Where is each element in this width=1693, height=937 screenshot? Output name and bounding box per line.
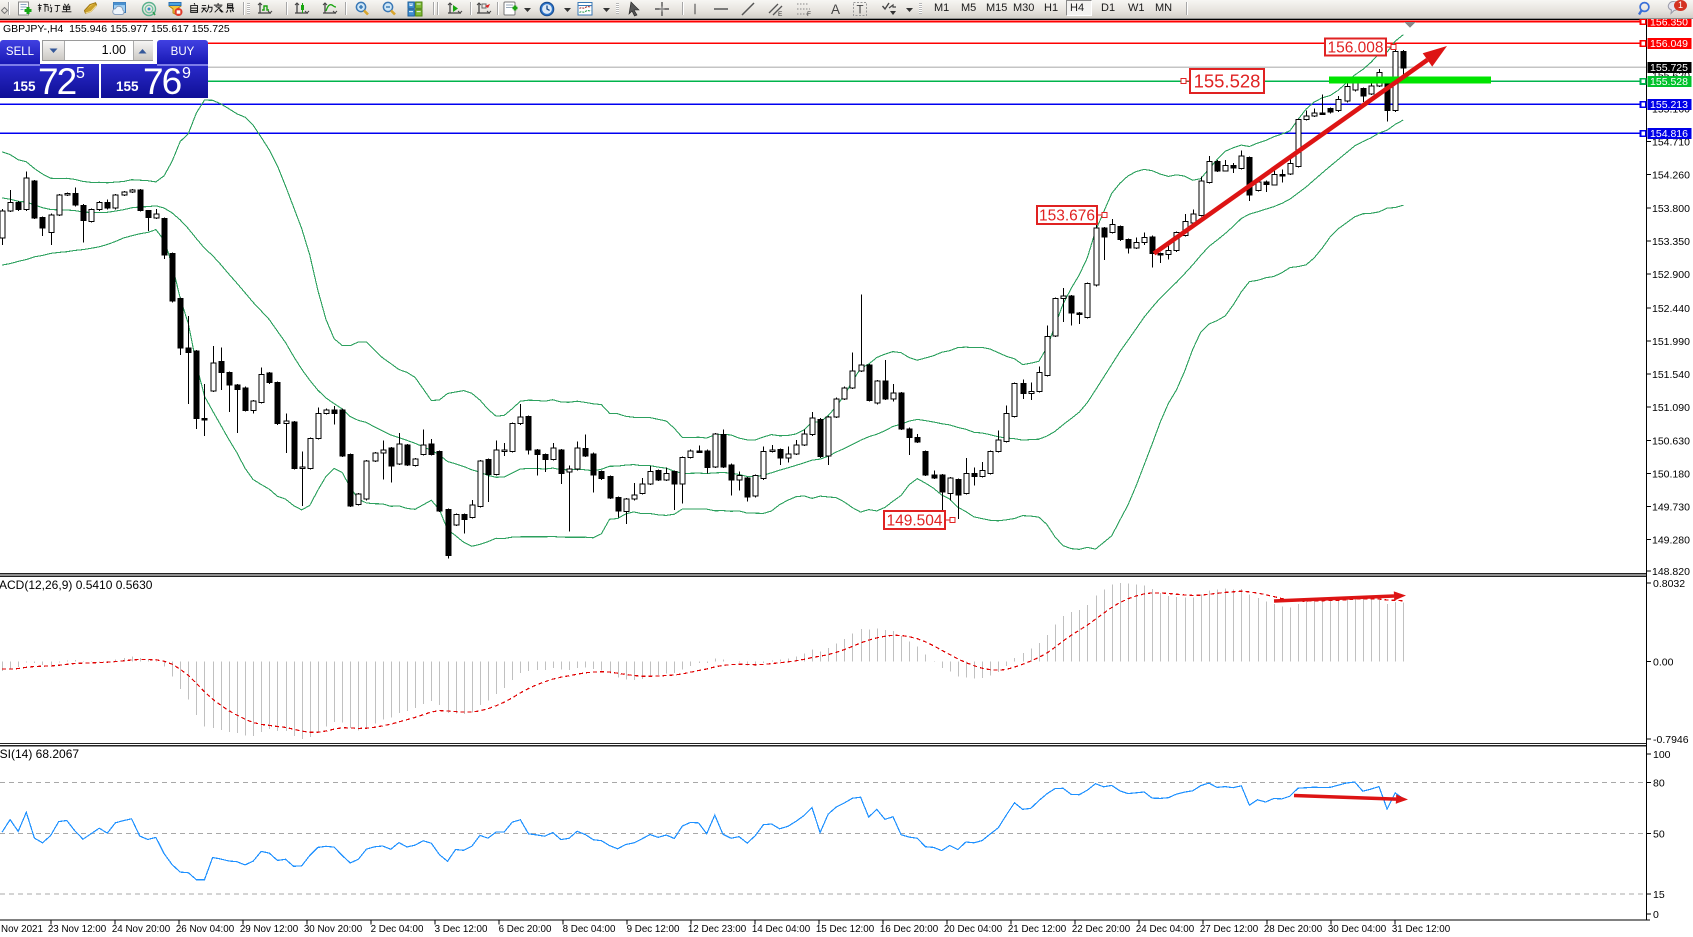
svg-text:156.008: 156.008	[1327, 40, 1383, 57]
svg-text:153.676: 153.676	[1039, 208, 1095, 225]
svg-text:151.990: 151.990	[1652, 336, 1690, 348]
svg-text:15 Dec 12:00: 15 Dec 12:00	[816, 924, 875, 935]
svg-text:153.800: 153.800	[1652, 203, 1690, 215]
svg-text:27 Dec 12:00: 27 Dec 12:00	[1200, 924, 1259, 935]
svg-text:16 Dec 20:00: 16 Dec 20:00	[880, 924, 939, 935]
svg-text:151.540: 151.540	[1652, 369, 1690, 381]
svg-text:0: 0	[1653, 909, 1659, 921]
svg-text:8 Dec 04:00: 8 Dec 04:00	[563, 924, 616, 935]
svg-text:20 Dec 04:00: 20 Dec 04:00	[944, 924, 1003, 935]
svg-text:155.213: 155.213	[1650, 99, 1688, 111]
svg-text:154.260: 154.260	[1652, 170, 1690, 182]
svg-text:2 Dec 04:00: 2 Dec 04:00	[371, 924, 424, 935]
svg-text:28 Dec 20:00: 28 Dec 20:00	[1264, 924, 1323, 935]
svg-text:151.090: 151.090	[1652, 402, 1690, 414]
svg-text:12 Dec 23:00: 12 Dec 23:00	[688, 924, 747, 935]
svg-text:155.528: 155.528	[1650, 76, 1688, 88]
svg-text:9 Dec 12:00: 9 Dec 12:00	[627, 924, 680, 935]
svg-text:149.504: 149.504	[886, 513, 942, 530]
svg-text:15: 15	[1653, 889, 1665, 901]
svg-text:149.280: 149.280	[1652, 535, 1690, 547]
svg-text:E: E	[778, 11, 783, 17]
svg-text:154.710: 154.710	[1652, 137, 1690, 149]
svg-text:Nov 2021: Nov 2021	[1, 924, 43, 935]
svg-text:150.180: 150.180	[1652, 469, 1690, 481]
svg-text:29 Nov 12:00: 29 Nov 12:00	[240, 924, 299, 935]
svg-text:156.049: 156.049	[1650, 38, 1688, 50]
svg-text:24 Dec 04:00: 24 Dec 04:00	[1136, 924, 1195, 935]
svg-text:6 Dec 20:00: 6 Dec 20:00	[499, 924, 552, 935]
svg-text:153.350: 153.350	[1652, 236, 1690, 248]
svg-text:A: A	[831, 2, 840, 17]
svg-text:50: 50	[1653, 829, 1665, 841]
svg-text:23 Nov 12:00: 23 Nov 12:00	[48, 924, 107, 935]
svg-text:30 Nov 20:00: 30 Nov 20:00	[304, 924, 363, 935]
svg-text:0.8032: 0.8032	[1653, 578, 1685, 590]
svg-text:156.350: 156.350	[1650, 18, 1688, 28]
svg-text:31 Dec 12:00: 31 Dec 12:00	[1392, 924, 1451, 935]
svg-text:T: T	[857, 5, 864, 17]
svg-text:22 Dec 20:00: 22 Dec 20:00	[1072, 924, 1131, 935]
svg-text:155.528: 155.528	[1194, 71, 1261, 92]
svg-text:RSI(14) 68.2067: RSI(14) 68.2067	[0, 747, 79, 761]
svg-text:154.816: 154.816	[1650, 128, 1688, 140]
svg-text:24 Nov 20:00: 24 Nov 20:00	[112, 924, 171, 935]
svg-text:MACD(12,26,9) 0.5410 0.5630: MACD(12,26,9) 0.5410 0.5630	[0, 578, 153, 592]
svg-text:155.725: 155.725	[1650, 62, 1688, 74]
svg-text:149.730: 149.730	[1652, 502, 1690, 514]
svg-text:150.630: 150.630	[1652, 436, 1690, 448]
svg-text:80: 80	[1653, 778, 1665, 790]
svg-text:152.900: 152.900	[1652, 269, 1690, 281]
svg-text:F: F	[807, 11, 811, 17]
svg-text:-0.7946: -0.7946	[1653, 734, 1689, 746]
svg-text:30 Dec 04:00: 30 Dec 04:00	[1328, 924, 1387, 935]
svg-text:148.820: 148.820	[1652, 566, 1690, 578]
svg-text:100: 100	[1653, 749, 1671, 761]
svg-text:3 Dec 12:00: 3 Dec 12:00	[435, 924, 488, 935]
svg-text:152.440: 152.440	[1652, 303, 1690, 315]
svg-text:26 Nov 04:00: 26 Nov 04:00	[176, 924, 235, 935]
svg-text:0.00: 0.00	[1653, 656, 1674, 668]
svg-text:14 Dec 04:00: 14 Dec 04:00	[752, 924, 811, 935]
svg-text:21 Dec 12:00: 21 Dec 12:00	[1008, 924, 1067, 935]
